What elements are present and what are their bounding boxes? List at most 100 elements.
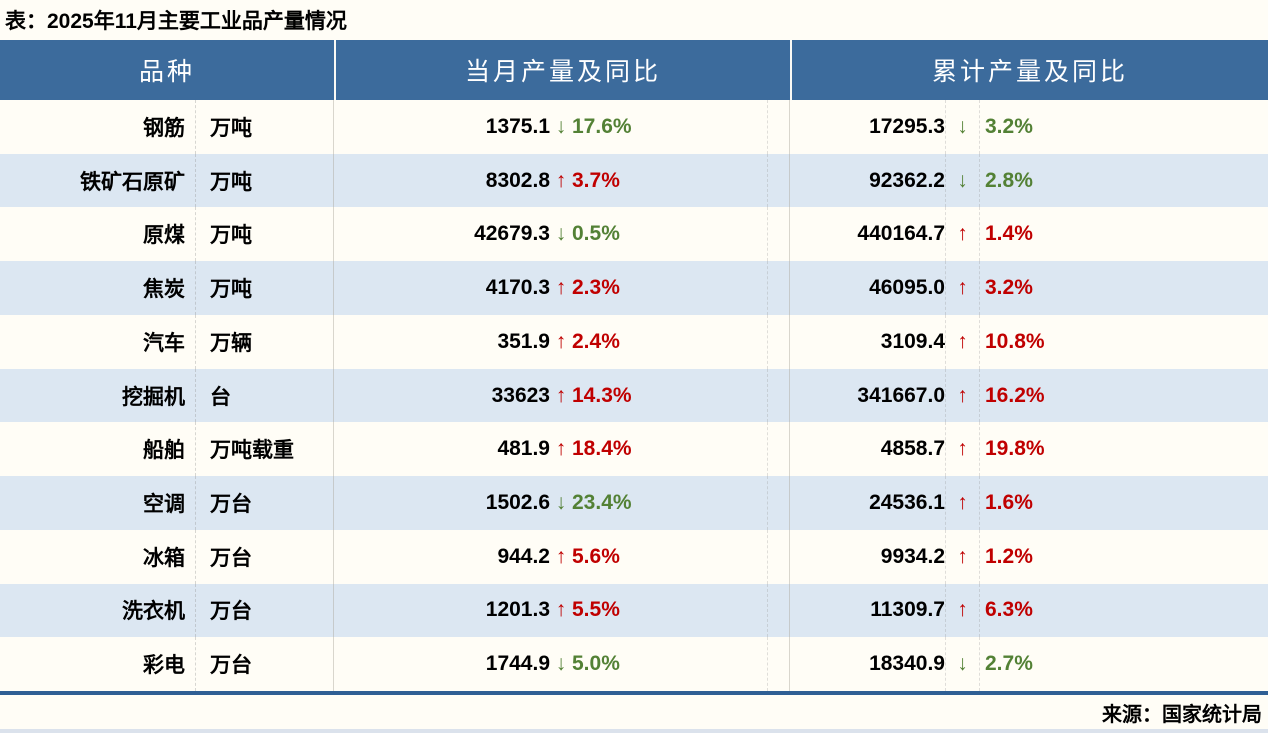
product-unit: 万吨 [195, 261, 334, 315]
cumulative-value: 17295.3 [869, 114, 945, 138]
product-name: 空调 [143, 493, 185, 516]
cumulative-trend-arrow-icon: ↑ [945, 314, 979, 369]
product-name: 原煤 [143, 224, 185, 248]
column-divider [767, 261, 790, 315]
product-name: 冰箱 [143, 546, 185, 570]
monthly-value: 8302.8 [485, 168, 550, 192]
product-name: 彩电 [143, 654, 185, 678]
table-row: 钢筋 万吨 1375.1 ↓ 17.6% 17295.3 ↓ 3.2% [0, 100, 1268, 154]
cumulative-percent: 19.8% [979, 422, 1268, 477]
column-divider [767, 422, 790, 477]
header-cell-product: 品种 [138, 59, 195, 86]
monthly-value: 1201.3 [485, 598, 550, 622]
table-row: 冰箱 万台 944.2 ↑ 5.6% 9934.2 ↑ 1.2% [0, 529, 1268, 584]
monthly-value: 944.2 [497, 544, 550, 568]
column-divider [767, 476, 790, 530]
column-divider [767, 583, 790, 638]
monthly-value: 42679.3 [474, 222, 550, 246]
product-name: 挖掘机 [122, 385, 185, 409]
monthly-percent: 5.0% [572, 652, 620, 676]
product-name: 船舶 [143, 439, 185, 463]
table-row: 铁矿石原矿 万吨 8302.8 ↑ 3.7% 92362.2 ↓ 2.8% [0, 153, 1268, 208]
cumulative-percent: 3.2% [979, 261, 1268, 315]
cumulative-value: 18340.9 [869, 652, 945, 676]
monthly-percent: 17.6% [572, 114, 632, 138]
product-unit: 万吨 [195, 207, 334, 262]
cumulative-trend-arrow-icon: ↑ [945, 422, 979, 477]
monthly-trend-arrow-icon: ↓ [555, 652, 567, 676]
monthly-percent: 14.3% [572, 383, 632, 407]
product-unit: 万吨 [195, 100, 334, 154]
monthly-trend-arrow-icon: ↑ [555, 544, 567, 568]
monthly-value: 33623 [491, 383, 550, 407]
product-name: 洗衣机 [122, 600, 185, 624]
product-unit: 万台 [195, 476, 334, 530]
monthly-trend-arrow-icon: ↓ [555, 491, 567, 514]
table-row: 原煤 万吨 42679.3 ↓ 0.5% 440164.7 ↑ 1.4% [0, 207, 1268, 262]
product-name: 铁矿石原矿 [80, 170, 185, 194]
monthly-percent: 5.6% [572, 544, 620, 568]
cumulative-value: 4858.7 [880, 437, 945, 461]
page-title: 表：2025年11月主要工业品产量情况 [5, 10, 347, 33]
cumulative-trend-arrow-icon: ↑ [945, 583, 979, 638]
cumulative-value: 92362.2 [869, 168, 945, 192]
column-divider [767, 207, 790, 262]
cumulative-value: 24536.1 [869, 491, 945, 514]
monthly-value: 4170.3 [485, 276, 550, 300]
cumulative-value: 46095.0 [869, 276, 945, 300]
column-divider [767, 637, 790, 692]
product-unit: 万吨 [195, 153, 334, 208]
cumulative-trend-arrow-icon: ↓ [945, 100, 979, 154]
monthly-trend-arrow-icon: ↑ [555, 383, 567, 407]
source-note: 来源：国家统计局 [1102, 703, 1262, 726]
cumulative-percent: 1.4% [979, 207, 1268, 262]
table-body: 钢筋 万吨 1375.1 ↓ 17.6% 17295.3 ↓ 3.2% 铁矿石原… [0, 100, 1268, 692]
cumulative-value: 341667.0 [857, 383, 945, 407]
table-row: 彩电 万台 1744.9 ↓ 5.0% 18340.9 ↓ 2.7% [0, 637, 1268, 692]
cumulative-percent: 1.6% [979, 476, 1268, 530]
monthly-percent: 3.7% [572, 168, 620, 192]
table-row: 洗衣机 万台 1201.3 ↑ 5.5% 11309.7 ↑ 6.3% [0, 583, 1268, 638]
cumulative-value: 440164.7 [857, 222, 945, 246]
cumulative-trend-arrow-icon: ↓ [945, 153, 979, 208]
table-row: 汽车 万辆 351.9 ↑ 2.4% 3109.4 ↑ 10.8% [0, 314, 1268, 369]
monthly-value: 1744.9 [485, 652, 550, 676]
cumulative-value: 9934.2 [880, 544, 945, 568]
table-bottom-border [0, 691, 1268, 695]
column-divider [767, 153, 790, 208]
monthly-value: 1502.6 [485, 491, 550, 514]
cumulative-percent: 10.8% [979, 314, 1268, 369]
table-row: 焦炭 万吨 4170.3 ↑ 2.3% 46095.0 ↑ 3.2% [0, 261, 1268, 315]
table-row: 空调 万台 1502.6 ↓ 23.4% 24536.1 ↑ 1.6% [0, 476, 1268, 530]
monthly-value: 351.9 [497, 329, 550, 353]
cumulative-percent: 2.8% [979, 153, 1268, 208]
header-cell-monthly: 当月产量及同比 [334, 40, 790, 100]
cumulative-trend-arrow-icon: ↑ [945, 261, 979, 315]
monthly-trend-arrow-icon: ↑ [555, 329, 567, 353]
monthly-trend-arrow-icon: ↑ [555, 598, 567, 622]
column-divider [767, 314, 790, 369]
cumulative-percent: 16.2% [979, 368, 1268, 423]
product-unit: 万辆 [195, 314, 334, 369]
table-header: 品种 当月产量及同比 累计产量及同比 [0, 40, 1268, 100]
product-name: 汽车 [143, 331, 185, 355]
cumulative-value: 3109.4 [880, 329, 945, 353]
monthly-value: 1375.1 [485, 114, 550, 138]
monthly-percent: 5.5% [572, 598, 620, 622]
monthly-trend-arrow-icon: ↑ [555, 168, 567, 192]
cumulative-percent: 1.2% [979, 529, 1268, 584]
cumulative-trend-arrow-icon: ↓ [945, 637, 979, 692]
product-unit: 台 [195, 368, 334, 423]
monthly-trend-arrow-icon: ↓ [555, 114, 567, 138]
monthly-trend-arrow-icon: ↓ [555, 222, 567, 246]
bottom-strip [0, 729, 1268, 733]
product-name: 焦炭 [143, 278, 185, 302]
cumulative-trend-arrow-icon: ↑ [945, 476, 979, 530]
product-unit: 万吨载重 [195, 422, 334, 477]
monthly-percent: 23.4% [572, 491, 632, 514]
table-row: 船舶 万吨载重 481.9 ↑ 18.4% 4858.7 ↑ 19.8% [0, 422, 1268, 477]
monthly-percent: 0.5% [572, 222, 620, 246]
cumulative-trend-arrow-icon: ↑ [945, 207, 979, 262]
monthly-trend-arrow-icon: ↑ [555, 437, 567, 461]
cumulative-trend-arrow-icon: ↑ [945, 529, 979, 584]
